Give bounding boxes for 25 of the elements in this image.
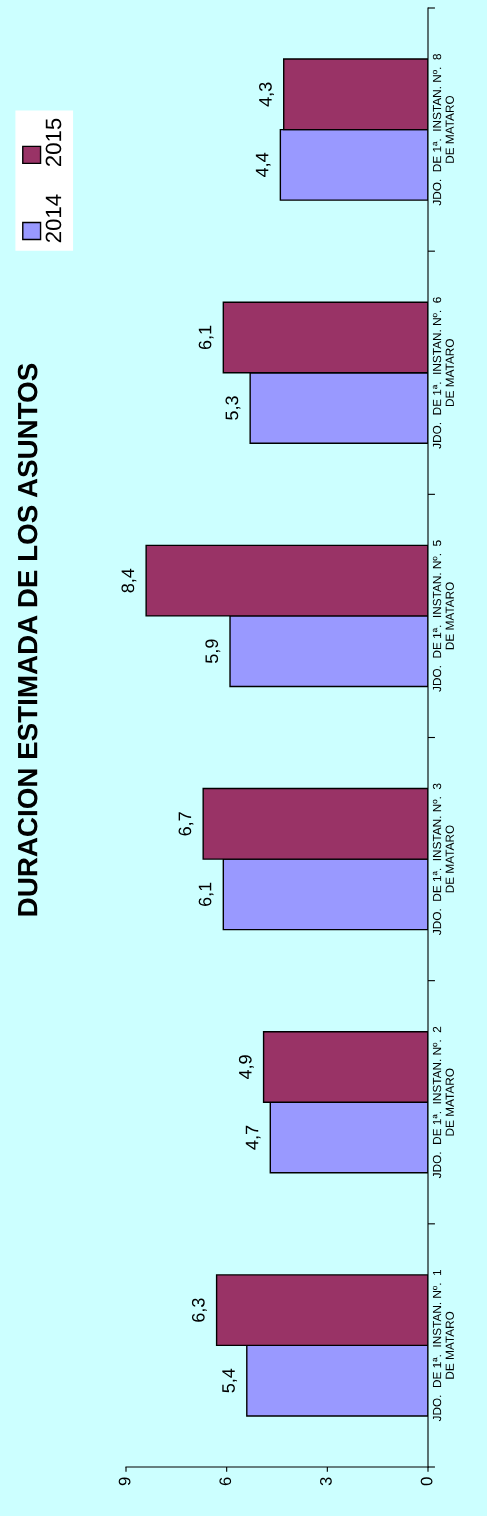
data-label: 8,4 xyxy=(121,568,137,593)
y-tick-label: JDO. DE 1ª. INSTAN. Nº. 8 DE MATARO xyxy=(432,54,454,206)
data-label: 6,7 xyxy=(178,812,194,836)
y-tick-label: JDO. DE 1ª. INSTAN. Nº. 3 DE MATARO xyxy=(432,783,454,935)
legend-label: 2014 xyxy=(45,194,62,243)
data-label: 4,9 xyxy=(238,1055,254,1080)
x-tick-label: 6 xyxy=(219,1477,232,1486)
data-label: 5,4 xyxy=(222,1368,238,1393)
y-tick-label: JDO. DE 1ª. INSTAN. Nº. 5 DE MATARO xyxy=(432,540,454,692)
data-label: 6,1 xyxy=(198,325,214,350)
data-label: 6,1 xyxy=(198,882,214,906)
x-tick-label: 0 xyxy=(420,1477,433,1486)
data-label: 5,9 xyxy=(205,639,221,663)
x-tick-label: 9 xyxy=(118,1477,131,1486)
x-tick-label: 3 xyxy=(320,1477,332,1486)
data-label: 4,4 xyxy=(255,152,271,177)
text: DURACION ESTIMADA DE LOS ASUNTOS xyxy=(17,363,38,916)
data-label: 4,3 xyxy=(259,82,274,107)
legend-label: 2015 xyxy=(45,118,62,167)
y-tick-label: JDO. DE 1ª. INSTAN. Nº. 1 DE MATARO xyxy=(432,1269,454,1422)
data-label: 4,7 xyxy=(245,1125,261,1150)
data-label: 5,3 xyxy=(225,396,241,420)
y-tick-label: JDO. DE 1ª. INSTAN. Nº. 6 DE MATARO xyxy=(432,297,454,449)
data-label: 6,3 xyxy=(191,1298,207,1322)
y-tick-label: JDO. DE 1ª. INSTAN. Nº. 2 DE MATARO xyxy=(432,1026,454,1179)
